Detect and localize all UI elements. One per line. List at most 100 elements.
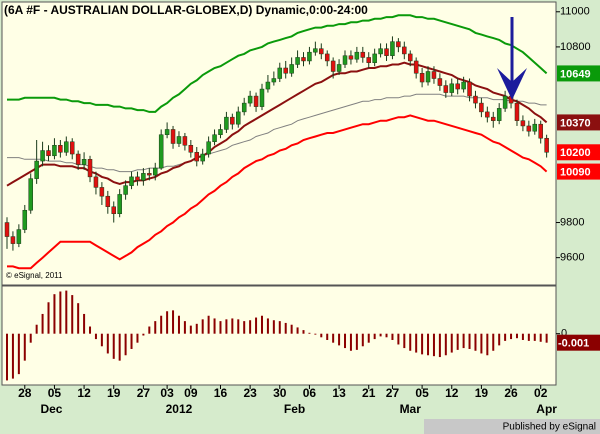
candle-body — [58, 145, 63, 153]
histogram-bar — [11, 333, 14, 379]
histogram-bar — [326, 333, 329, 340]
x-tick-label: 09 — [184, 386, 198, 400]
x-group-label: Apr — [536, 402, 557, 416]
candle-body — [253, 95, 259, 107]
histogram-bar — [361, 333, 364, 347]
histogram-bar — [427, 333, 430, 356]
candle-body — [206, 141, 211, 155]
candle-body — [22, 209, 28, 230]
histogram-bar — [148, 326, 151, 334]
histogram-bar — [527, 333, 530, 341]
candle-body — [182, 136, 188, 146]
candle-body — [544, 137, 549, 153]
histogram-bar — [492, 333, 495, 351]
x-tick-label: 16 — [214, 386, 228, 400]
histogram-bar — [272, 320, 275, 334]
candle-body — [473, 95, 478, 104]
footer-bar — [424, 419, 600, 434]
last-value-label: 10090 — [560, 167, 591, 179]
histogram-bar — [480, 333, 483, 354]
candle-body — [52, 145, 57, 157]
candle-body — [218, 129, 223, 135]
candle-body — [520, 120, 526, 127]
candle-body — [396, 41, 401, 48]
candle-body — [461, 81, 466, 90]
indicator-line — [7, 114, 548, 270]
candle-body — [283, 67, 288, 74]
candle-body — [443, 85, 449, 93]
histogram-bar — [23, 333, 26, 361]
histogram-bar — [29, 333, 32, 343]
candle-body — [319, 48, 324, 55]
candle-body — [230, 116, 235, 125]
histogram-bar — [290, 324, 293, 334]
histogram-bar — [468, 333, 471, 349]
candle-body — [485, 111, 490, 118]
histogram-bar — [515, 333, 518, 339]
candle-body — [390, 41, 395, 56]
histogram-bar — [421, 333, 424, 355]
histogram-bar — [379, 333, 382, 337]
candle-body — [200, 153, 205, 162]
histogram-bar — [456, 333, 459, 350]
histogram-bar — [367, 333, 370, 343]
histogram-bar — [314, 333, 317, 335]
histogram-bar — [308, 332, 311, 334]
oscillator-panel — [1, 285, 557, 386]
histogram-bar — [539, 333, 542, 342]
candle-body — [366, 57, 371, 63]
candle-body — [348, 55, 354, 60]
x-group-label: Mar — [400, 402, 422, 416]
indicator-line — [7, 93, 547, 173]
histogram-bar — [349, 333, 352, 351]
candle-body — [336, 64, 342, 72]
x-tick-label: 12 — [77, 386, 91, 400]
candle-body — [10, 236, 16, 244]
x-tick-label: 27 — [386, 386, 400, 400]
candle-body — [277, 67, 283, 79]
candle-body — [407, 53, 413, 62]
histogram-bar — [172, 310, 175, 334]
candle-body — [46, 150, 51, 157]
arrow-head — [497, 68, 527, 100]
footer: Published by eSignal — [503, 422, 596, 433]
candle-body — [372, 53, 377, 63]
x-tick-label: 21 — [362, 386, 376, 400]
histogram-bar — [415, 333, 418, 353]
histogram-bar — [284, 322, 287, 334]
histogram-bar — [432, 333, 435, 357]
histogram-bar — [462, 333, 465, 349]
price-panel — [1, 1, 557, 286]
histogram-bar — [189, 325, 192, 334]
histogram-bar — [166, 311, 169, 334]
candle-body — [514, 102, 520, 121]
histogram-bar — [77, 303, 80, 334]
histogram-bar — [112, 333, 115, 359]
histogram-bar — [106, 333, 109, 354]
x-group-label: Feb — [284, 402, 305, 416]
candle-body — [301, 57, 306, 62]
indicator-line — [7, 14, 548, 113]
candle-body — [265, 81, 271, 90]
candle-body — [176, 136, 182, 144]
histogram-bar — [231, 318, 234, 334]
annotation-arrow — [497, 17, 527, 100]
histogram-bar — [201, 319, 204, 334]
candle-body — [313, 48, 318, 53]
histogram-bar — [47, 302, 50, 334]
histogram-bar — [403, 333, 406, 349]
candle-body — [212, 134, 217, 142]
candle-body — [307, 51, 312, 62]
candle-body — [289, 64, 294, 74]
last-value-label: 10200 — [560, 147, 591, 159]
histogram-bar — [71, 295, 74, 334]
histogram-bar — [100, 333, 103, 347]
histogram-bar — [83, 313, 86, 334]
candle-body — [87, 159, 93, 178]
histogram-bar — [183, 321, 186, 334]
candle-body — [135, 176, 140, 181]
histogram-bar — [332, 333, 335, 343]
histogram-bar — [533, 333, 536, 341]
histogram-bar — [385, 333, 388, 338]
